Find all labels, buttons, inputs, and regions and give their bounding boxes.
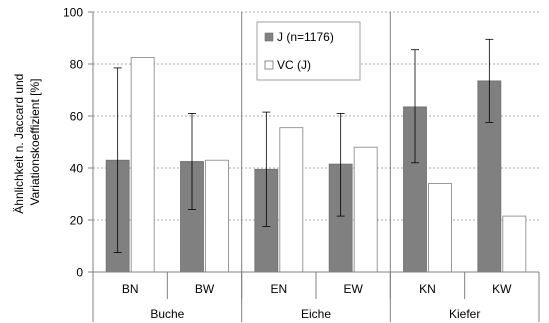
y-axis-label-line1: Ähnlichkeit n. Jaccard und — [12, 74, 26, 214]
x-tick-label: BW — [195, 282, 215, 296]
bar-vc — [130, 57, 155, 273]
y-tick-label: 40 — [70, 162, 84, 176]
legend-swatch-j — [264, 32, 274, 42]
x-axis-labels: BN BW EN EW KN KW Buche Eiche Kiefer — [92, 12, 540, 322]
x-group-label: Kiefer — [449, 307, 480, 321]
legend-box — [256, 21, 361, 81]
x-group-label: Eiche — [301, 307, 331, 321]
y-tick-label: 60 — [70, 110, 84, 124]
x-tick-label: BN — [122, 282, 139, 296]
y-axis-label: Ähnlichkeit n. Jaccard und Variationskoe… — [12, 70, 42, 213]
x-tick-label: EN — [270, 282, 287, 296]
y-tick-label: 0 — [76, 266, 83, 280]
y-axis-label-line2: Variationskoeffizient [%] — [28, 79, 42, 206]
legend-swatch-vc — [264, 60, 274, 70]
error-bars — [113, 38, 494, 253]
y-tick-label: 20 — [70, 214, 84, 228]
x-tick-label: KW — [492, 282, 512, 296]
bars — [105, 57, 527, 273]
x-tick-label: KN — [419, 282, 436, 296]
bar-vc — [205, 159, 229, 273]
bar-vc — [279, 127, 304, 273]
legend-label-j: J (n=1176) — [277, 30, 334, 44]
y-tick-label: 80 — [70, 58, 84, 72]
x-group-label: Buche — [150, 307, 184, 321]
bar-vc — [353, 146, 378, 273]
bar-vc — [428, 183, 452, 273]
x-tick-label: EW — [343, 282, 363, 296]
legend-label-vc: VC (J) — [277, 58, 311, 72]
y-tick-label: 100 — [63, 6, 83, 20]
legend: J (n=1176) VC (J) — [256, 21, 361, 81]
bar-vc — [502, 215, 527, 273]
y-axis-ticks: 0 20 40 60 80 100 — [63, 6, 93, 280]
